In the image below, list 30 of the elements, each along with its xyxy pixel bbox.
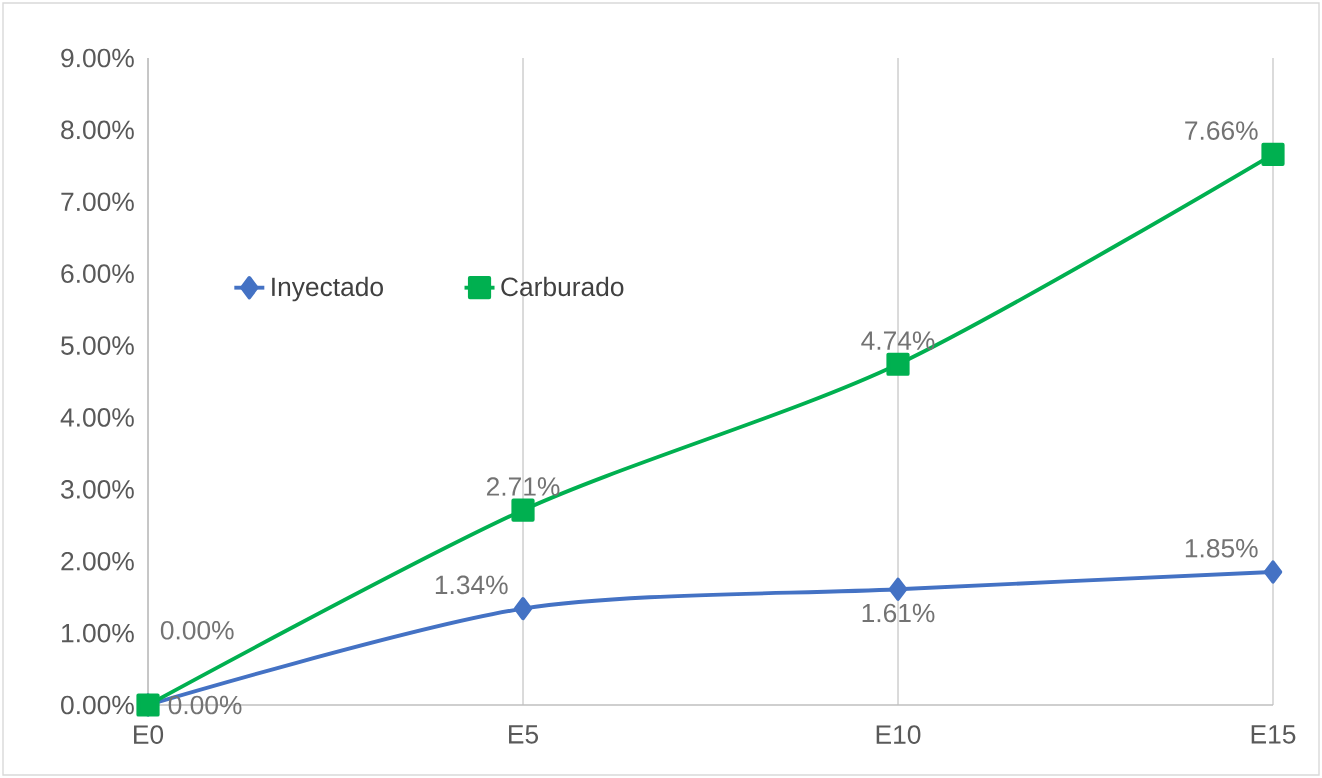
y-tick-label: 3.00%: [61, 479, 134, 499]
y-tick-label: 4.00%: [60, 408, 134, 427]
data-label: 0.00%: [160, 620, 234, 640]
data-label: 1.85%: [1185, 538, 1258, 558]
y-tick-label: 1.00%: [62, 623, 134, 643]
y-tick-label: 7.00%: [61, 192, 134, 212]
point: [888, 577, 908, 601]
data-label: 4.74%: [861, 331, 935, 350]
y-tick-label: 2.00%: [61, 551, 134, 571]
y-tick-label: 8.00%: [61, 120, 134, 140]
point: [513, 597, 533, 621]
point: [1263, 560, 1283, 584]
y-tick-label: 9.00%: [61, 48, 134, 68]
point: [886, 352, 910, 376]
data-label: 1.61%: [862, 603, 935, 623]
data-label: 1.34%: [435, 575, 508, 595]
x-tick-label: E0: [134, 725, 164, 744]
legend-label: Carburado: [501, 276, 624, 297]
point: [1261, 142, 1285, 166]
legend-label: Inyectado: [272, 276, 383, 302]
data-label: 7.66%: [1185, 121, 1258, 140]
y-tick-label: 5.00%: [61, 336, 134, 355]
x-tick-label: E15: [1251, 725, 1296, 744]
data-label: 0.00%: [168, 695, 242, 715]
x-tick-label: E10: [876, 725, 921, 744]
y-tick-label: 6.00%: [61, 264, 134, 283]
y-tick-label: 0.00%: [61, 695, 134, 715]
data-label: 2.71%: [486, 477, 560, 496]
point: [511, 498, 535, 522]
x-tick-label: E5: [509, 725, 539, 744]
